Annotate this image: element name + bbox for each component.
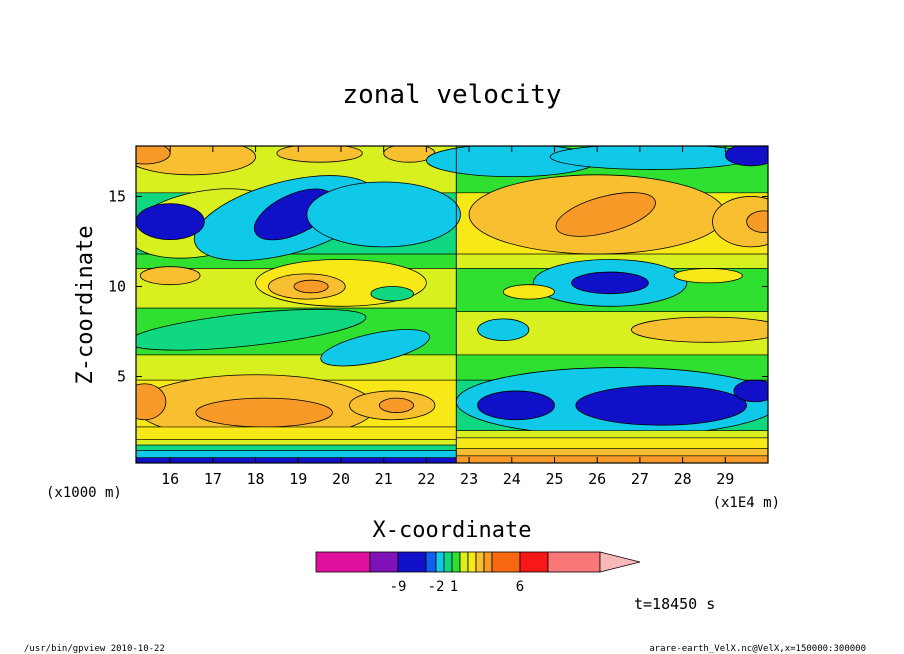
contour-region	[379, 397, 414, 413]
x-tick-label: 21	[375, 470, 393, 488]
contour-region	[746, 210, 768, 233]
y-axis: 5 10 15	[108, 187, 768, 386]
contour-region	[477, 390, 555, 421]
x-unit-left: (x1000 m)	[46, 485, 122, 501]
footer-right: arare-earth_VelX.nc@VelX,x=150000:300000	[649, 644, 866, 654]
colorbar-swatch	[315, 551, 371, 573]
contour-region	[195, 397, 333, 428]
contour-region	[571, 271, 649, 295]
x-tick-label: 18	[247, 470, 265, 488]
x-tick-label: 19	[289, 470, 307, 488]
contour-surface-band	[455, 430, 768, 439]
colorbar-label: -2	[428, 579, 445, 595]
colorbar-swatch	[451, 551, 461, 573]
colorbar-labels: -9 -2 1 6	[390, 579, 525, 595]
contour-region	[139, 266, 201, 286]
contour-region	[502, 284, 555, 300]
x-tick-label: 25	[545, 470, 563, 488]
colorbar-swatch	[519, 551, 549, 573]
contour-region	[276, 146, 363, 163]
y-tick-label: 10	[108, 277, 126, 295]
y-tick-label: 15	[108, 187, 126, 205]
contour-surface-band	[136, 450, 457, 458]
contour-surface-band	[136, 426, 457, 440]
contour-region	[575, 385, 748, 426]
colorbar-swatch	[443, 551, 453, 573]
contour-region	[630, 316, 768, 343]
x-tick-label: 22	[417, 470, 435, 488]
contour-region	[673, 268, 743, 284]
colorbar-swatch	[483, 551, 493, 573]
chart-title: zonal velocity	[342, 80, 561, 110]
x-tick-label: 20	[332, 470, 350, 488]
colorbar-swatch	[369, 551, 399, 573]
contour-region	[712, 196, 768, 248]
contour-surface-band	[136, 444, 457, 451]
time-label: t=18450 s	[634, 595, 715, 613]
x-tick-label: 24	[503, 470, 521, 488]
contour-surface-band	[455, 448, 768, 457]
y-axis-label: Z-coordinate	[73, 226, 98, 385]
plot-frame	[135, 145, 769, 464]
x-tick-label: 29	[716, 470, 734, 488]
x-tick-label: 28	[674, 470, 692, 488]
colorbar	[315, 551, 641, 573]
contour-region	[370, 286, 414, 302]
contour-region	[306, 181, 461, 248]
contour-region	[136, 203, 205, 241]
contour-region	[136, 146, 171, 165]
contour-region	[136, 383, 167, 421]
contour-region	[320, 329, 430, 367]
colorbar-swatch	[547, 551, 601, 573]
colorbar-label: 6	[516, 579, 524, 595]
contour-region	[549, 146, 756, 170]
y-tick-label: 5	[117, 368, 126, 386]
contour-surface-band	[455, 437, 768, 449]
contour-plot	[136, 146, 768, 463]
colorbar-swatch	[397, 551, 427, 573]
contour-surface-band	[455, 455, 768, 463]
x-tick-label: 26	[588, 470, 606, 488]
contour-bands	[136, 146, 768, 463]
contour-region	[477, 318, 530, 341]
colorbar-label: -9	[390, 579, 407, 595]
x-axis-label: X-coordinate	[373, 518, 532, 543]
contour-surface-band	[136, 457, 457, 463]
contour-region	[555, 192, 656, 237]
colorbar-swatch	[425, 551, 437, 573]
colorbar-label: 1	[450, 579, 458, 595]
contour-region	[733, 379, 768, 403]
colorbar-swatch	[459, 551, 469, 573]
x-tick-label: 16	[161, 470, 179, 488]
colorbar-swatch	[467, 551, 477, 573]
x-unit-right: (x1E4 m)	[713, 495, 780, 511]
x-axis: 16 17 18 19 20 21 22 23 24 25 26 27 28 29	[161, 146, 734, 488]
contour-region	[724, 146, 768, 167]
contour-surface-band	[136, 439, 457, 446]
x-tick-label: 27	[631, 470, 649, 488]
colorbar-swatch	[475, 551, 485, 573]
colorbar-swatch	[491, 551, 521, 573]
x-tick-label: 23	[460, 470, 478, 488]
contour-region	[293, 279, 329, 294]
colorbar-extend-arrow	[599, 551, 641, 573]
x-tick-label: 17	[204, 470, 222, 488]
contour-region	[136, 308, 367, 351]
footer-left: /usr/bin/gpview 2010-10-22	[24, 644, 165, 654]
colorbar-swatch	[435, 551, 445, 573]
